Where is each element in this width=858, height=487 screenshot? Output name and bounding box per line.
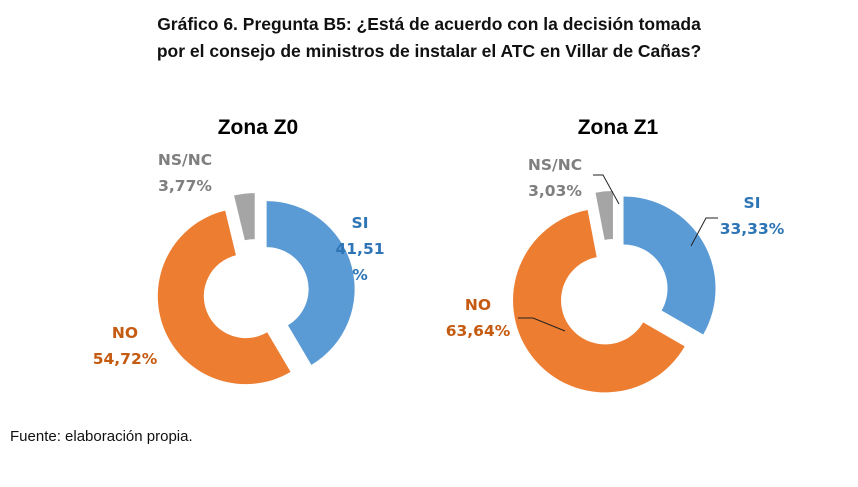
slice-no <box>157 210 291 385</box>
donut-z0 <box>157 193 355 385</box>
leader-line-z1-ns <box>593 174 620 205</box>
label-z1-no: NO 63,64% <box>418 292 538 344</box>
source-note: Fuente: elaboración propia. <box>10 428 193 445</box>
chart-title-z0: Zona Z0 <box>217 116 299 139</box>
category: NS/NC <box>157 151 213 169</box>
leader-line-z1-si <box>690 217 718 247</box>
figure-title-line1: Gráfico 6. Pregunta B5: ¿Está de acuerdo… <box>157 14 701 34</box>
label-z0-ns: NS/NC 3,77% <box>125 147 245 199</box>
category: NO <box>464 296 492 314</box>
value-unit: % <box>352 266 368 284</box>
value: 3,03% <box>528 182 582 200</box>
figure-title-line2: por el consejo de ministros de instalar … <box>156 41 702 61</box>
leader-line-z1-no <box>518 317 566 332</box>
value: 33,33% <box>719 220 785 238</box>
label-z0-no: NO 54,72% <box>65 320 185 372</box>
value: 3,77% <box>158 177 212 195</box>
donut-z1 <box>513 191 716 393</box>
slice-si <box>266 201 355 365</box>
slice-nsnc <box>595 191 613 240</box>
label-z1-ns: NS/NC 3,03% <box>495 152 615 204</box>
value: 54,72% <box>92 350 158 368</box>
category: NS/NC <box>527 156 583 174</box>
category: SI <box>743 194 761 212</box>
category: SI <box>351 214 369 232</box>
chart-title-z1: Zona Z1 <box>577 116 659 139</box>
label-z0-si: SI 41,51 % <box>300 210 420 288</box>
slice-nsnc <box>234 193 255 241</box>
category: NO <box>111 324 139 342</box>
label-z1-si: SI 33,33% <box>692 190 812 242</box>
value: 63,64% <box>445 322 511 340</box>
value: 41,51 <box>335 240 385 258</box>
slice-si <box>623 196 716 335</box>
slice-no <box>513 210 685 393</box>
